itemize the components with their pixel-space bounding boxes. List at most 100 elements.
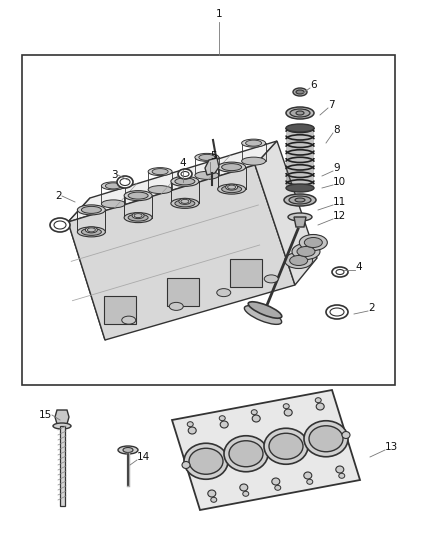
Polygon shape [68, 165, 295, 340]
Bar [22, 55, 395, 385]
Ellipse shape [50, 218, 70, 232]
Ellipse shape [184, 443, 228, 479]
Ellipse shape [128, 192, 148, 199]
Ellipse shape [248, 302, 282, 318]
Ellipse shape [316, 403, 324, 410]
Ellipse shape [53, 423, 71, 429]
Polygon shape [172, 390, 360, 510]
Polygon shape [68, 141, 277, 222]
Ellipse shape [178, 169, 192, 179]
Ellipse shape [122, 316, 136, 324]
Ellipse shape [275, 486, 281, 490]
Ellipse shape [252, 415, 260, 422]
Text: 2: 2 [368, 303, 374, 313]
Ellipse shape [219, 416, 225, 421]
Ellipse shape [218, 184, 246, 194]
Bar [60, 426, 64, 506]
Ellipse shape [123, 448, 133, 453]
Ellipse shape [87, 228, 95, 232]
Ellipse shape [211, 497, 217, 502]
Ellipse shape [124, 191, 152, 200]
Polygon shape [68, 198, 128, 340]
Ellipse shape [242, 157, 265, 165]
Ellipse shape [326, 305, 348, 319]
Text: 9: 9 [333, 163, 339, 173]
Ellipse shape [285, 253, 313, 269]
Text: 6: 6 [310, 80, 317, 90]
Ellipse shape [251, 410, 257, 415]
Ellipse shape [293, 88, 307, 96]
Text: 12: 12 [333, 211, 346, 221]
Ellipse shape [217, 289, 231, 297]
Ellipse shape [307, 479, 313, 484]
Text: 10: 10 [333, 177, 346, 187]
Text: 4: 4 [355, 262, 362, 272]
Text: 8: 8 [333, 125, 339, 135]
Ellipse shape [297, 246, 315, 256]
Ellipse shape [101, 182, 125, 190]
Ellipse shape [179, 198, 191, 204]
Ellipse shape [117, 176, 133, 188]
Ellipse shape [290, 255, 307, 265]
Ellipse shape [292, 244, 320, 260]
Ellipse shape [120, 179, 130, 185]
Ellipse shape [296, 90, 304, 94]
Ellipse shape [175, 200, 195, 207]
Ellipse shape [195, 172, 219, 180]
Polygon shape [205, 158, 219, 175]
Ellipse shape [286, 107, 314, 119]
Ellipse shape [152, 168, 168, 175]
Ellipse shape [342, 432, 350, 439]
Ellipse shape [228, 185, 236, 189]
Ellipse shape [288, 213, 312, 221]
Ellipse shape [85, 227, 97, 233]
Ellipse shape [304, 238, 322, 247]
Ellipse shape [272, 478, 280, 485]
Ellipse shape [229, 441, 263, 467]
Text: 7: 7 [328, 100, 335, 110]
Ellipse shape [332, 267, 348, 277]
Ellipse shape [336, 270, 344, 274]
Ellipse shape [284, 194, 316, 206]
Ellipse shape [283, 403, 289, 409]
Ellipse shape [299, 235, 327, 251]
Bar [167, 278, 199, 305]
Ellipse shape [188, 427, 196, 434]
Ellipse shape [315, 398, 321, 403]
Ellipse shape [286, 184, 314, 192]
Ellipse shape [226, 184, 238, 190]
Ellipse shape [222, 185, 242, 192]
Ellipse shape [124, 213, 152, 223]
Ellipse shape [78, 205, 106, 215]
Bar [230, 259, 262, 287]
Ellipse shape [339, 473, 345, 478]
Ellipse shape [269, 433, 303, 459]
Ellipse shape [242, 139, 265, 147]
Ellipse shape [118, 446, 138, 454]
Bar [286, 128, 314, 188]
Ellipse shape [171, 176, 199, 187]
Ellipse shape [224, 436, 268, 472]
Ellipse shape [295, 198, 305, 202]
Ellipse shape [189, 448, 223, 474]
Text: 3: 3 [111, 170, 118, 180]
Ellipse shape [148, 185, 172, 193]
Ellipse shape [134, 214, 142, 217]
Ellipse shape [128, 214, 148, 221]
Ellipse shape [148, 167, 172, 176]
Ellipse shape [106, 183, 121, 189]
Text: 15: 15 [39, 410, 52, 420]
Ellipse shape [296, 111, 304, 115]
Ellipse shape [169, 302, 183, 310]
Ellipse shape [286, 124, 314, 132]
Bar [104, 296, 136, 324]
Ellipse shape [289, 196, 311, 204]
Ellipse shape [264, 275, 278, 283]
Ellipse shape [290, 109, 310, 117]
Polygon shape [294, 217, 306, 227]
Text: 2: 2 [55, 191, 62, 201]
Ellipse shape [208, 490, 216, 497]
Ellipse shape [171, 198, 199, 208]
Ellipse shape [304, 472, 312, 479]
Ellipse shape [264, 428, 308, 464]
